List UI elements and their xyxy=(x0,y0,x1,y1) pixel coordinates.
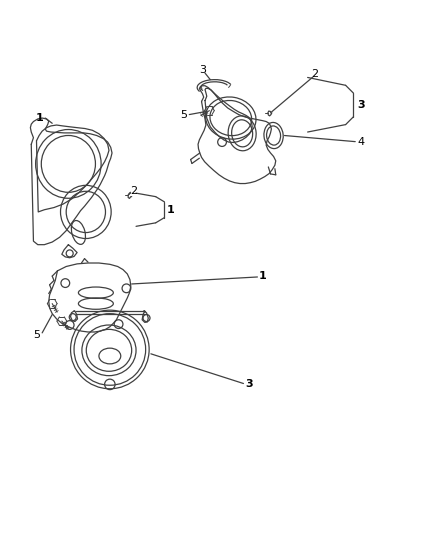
Text: 3: 3 xyxy=(199,65,206,75)
Text: 1: 1 xyxy=(166,205,174,215)
Text: 4: 4 xyxy=(357,137,364,147)
Text: 3: 3 xyxy=(357,100,365,110)
Text: 2: 2 xyxy=(311,69,318,79)
Text: 5: 5 xyxy=(180,110,187,119)
Text: 5: 5 xyxy=(33,330,40,341)
Text: 1: 1 xyxy=(259,271,267,281)
Text: 1: 1 xyxy=(36,113,44,123)
Text: 3: 3 xyxy=(245,378,252,389)
Text: 2: 2 xyxy=(130,187,138,196)
